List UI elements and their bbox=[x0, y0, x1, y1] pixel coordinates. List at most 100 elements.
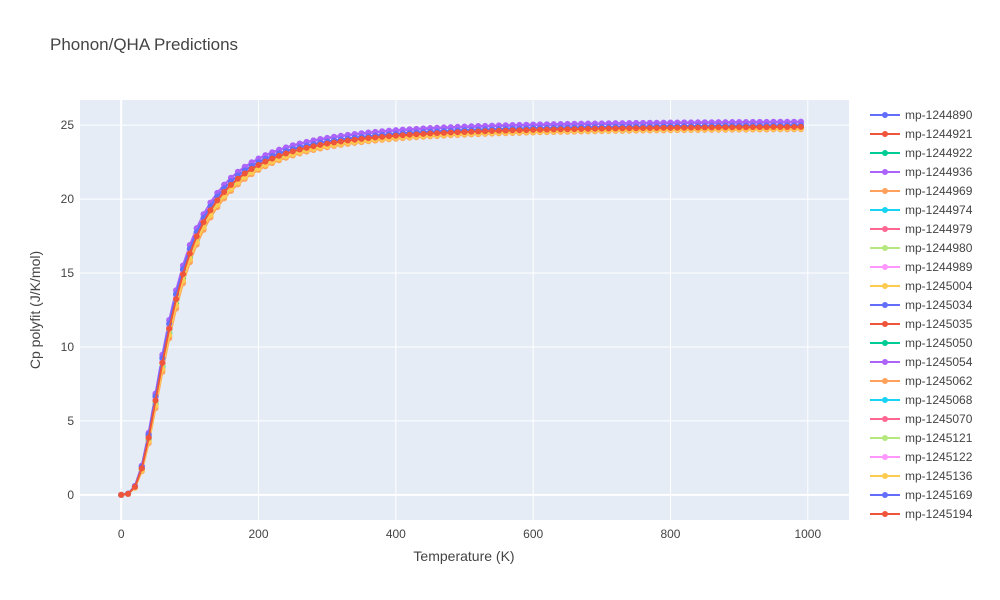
data-point[interactable] bbox=[612, 125, 619, 132]
data-point[interactable] bbox=[392, 132, 399, 139]
data-point[interactable] bbox=[276, 152, 283, 159]
data-point[interactable] bbox=[179, 271, 186, 278]
data-point[interactable] bbox=[282, 150, 289, 157]
data-point[interactable] bbox=[125, 490, 132, 497]
legend-item[interactable]: mp-1245068 bbox=[870, 393, 973, 407]
legend-item[interactable]: mp-1245062 bbox=[870, 374, 973, 388]
data-point[interactable] bbox=[646, 125, 653, 132]
data-point[interactable] bbox=[248, 165, 255, 172]
data-point[interactable] bbox=[145, 434, 152, 441]
legend-item[interactable]: mp-1244989 bbox=[870, 260, 973, 274]
data-point[interactable] bbox=[337, 138, 344, 145]
data-point[interactable] bbox=[365, 135, 372, 142]
data-point[interactable] bbox=[571, 126, 578, 133]
legend-item[interactable]: mp-1245194 bbox=[870, 507, 973, 521]
data-point[interactable] bbox=[502, 127, 509, 134]
data-point[interactable] bbox=[619, 125, 626, 132]
data-point[interactable] bbox=[331, 139, 338, 146]
data-point[interactable] bbox=[461, 128, 468, 135]
legend-item[interactable]: mp-1245136 bbox=[870, 469, 973, 483]
data-point[interactable] bbox=[777, 124, 784, 131]
legend-item[interactable]: mp-1245122 bbox=[870, 450, 973, 464]
data-point[interactable] bbox=[193, 233, 200, 240]
data-point[interactable] bbox=[255, 162, 262, 169]
data-point[interactable] bbox=[763, 124, 770, 131]
legend-item[interactable]: mp-1244922 bbox=[870, 146, 973, 160]
legend-item[interactable]: mp-1245034 bbox=[870, 298, 973, 312]
data-point[interactable] bbox=[234, 175, 241, 182]
data-point[interactable] bbox=[427, 130, 434, 137]
data-point[interactable] bbox=[262, 158, 269, 165]
legend-item[interactable]: mp-1245054 bbox=[870, 355, 973, 369]
data-point[interactable] bbox=[729, 124, 736, 131]
data-point[interactable] bbox=[379, 133, 386, 140]
data-point[interactable] bbox=[530, 126, 537, 133]
data-point[interactable] bbox=[413, 131, 420, 138]
data-point[interactable] bbox=[434, 130, 441, 137]
legend-item[interactable]: mp-1245121 bbox=[870, 431, 973, 445]
data-point[interactable] bbox=[303, 144, 310, 151]
data-point[interactable] bbox=[269, 155, 276, 162]
legend-item[interactable]: mp-1244979 bbox=[870, 222, 973, 236]
data-point[interactable] bbox=[708, 124, 715, 131]
data-point[interactable] bbox=[454, 129, 461, 136]
data-point[interactable] bbox=[221, 188, 228, 195]
data-point[interactable] bbox=[797, 123, 804, 130]
data-point[interactable] bbox=[324, 140, 331, 147]
legend-item[interactable]: mp-1244890 bbox=[870, 108, 973, 122]
data-point[interactable] bbox=[207, 207, 214, 214]
data-point[interactable] bbox=[557, 126, 564, 133]
data-point[interactable] bbox=[756, 124, 763, 131]
data-point[interactable] bbox=[344, 137, 351, 144]
data-point[interactable] bbox=[152, 397, 159, 404]
data-point[interactable] bbox=[701, 124, 708, 131]
data-point[interactable] bbox=[385, 133, 392, 140]
data-point[interactable] bbox=[722, 124, 729, 131]
data-point[interactable] bbox=[523, 127, 530, 134]
data-point[interactable] bbox=[660, 124, 667, 131]
data-point[interactable] bbox=[578, 125, 585, 132]
data-point[interactable] bbox=[598, 125, 605, 132]
data-point[interactable] bbox=[166, 325, 173, 332]
data-point[interactable] bbox=[289, 148, 296, 155]
data-point[interactable] bbox=[681, 124, 688, 131]
data-point[interactable] bbox=[351, 136, 358, 143]
data-point[interactable] bbox=[653, 124, 660, 131]
data-point[interactable] bbox=[694, 124, 701, 131]
data-point[interactable] bbox=[715, 124, 722, 131]
data-point[interactable] bbox=[509, 127, 516, 134]
data-point[interactable] bbox=[440, 129, 447, 136]
data-point[interactable] bbox=[447, 129, 454, 136]
data-point[interactable] bbox=[543, 126, 550, 133]
data-point[interactable] bbox=[200, 219, 207, 226]
data-point[interactable] bbox=[468, 128, 475, 135]
legend-item[interactable]: mp-1244980 bbox=[870, 241, 973, 255]
data-point[interactable] bbox=[784, 123, 791, 130]
legend-item[interactable]: mp-1245035 bbox=[870, 317, 973, 331]
data-point[interactable] bbox=[214, 197, 221, 204]
data-point[interactable] bbox=[131, 483, 138, 490]
data-point[interactable] bbox=[317, 141, 324, 148]
data-point[interactable] bbox=[564, 126, 571, 133]
legend-item[interactable]: mp-1244936 bbox=[870, 165, 973, 179]
legend-item[interactable]: mp-1245050 bbox=[870, 336, 973, 350]
data-point[interactable] bbox=[241, 170, 248, 177]
data-point[interactable] bbox=[791, 123, 798, 130]
data-point[interactable] bbox=[358, 135, 365, 142]
data-point[interactable] bbox=[159, 359, 166, 366]
data-point[interactable] bbox=[406, 131, 413, 138]
data-point[interactable] bbox=[550, 126, 557, 133]
data-point[interactable] bbox=[173, 296, 180, 303]
legend-item[interactable]: mp-1245169 bbox=[870, 488, 973, 502]
data-point[interactable] bbox=[591, 125, 598, 132]
data-point[interactable] bbox=[399, 132, 406, 139]
data-point[interactable] bbox=[633, 125, 640, 132]
data-point[interactable] bbox=[743, 124, 750, 131]
legend-item[interactable]: mp-1245070 bbox=[870, 412, 973, 426]
data-point[interactable] bbox=[495, 127, 502, 134]
data-point[interactable] bbox=[482, 128, 489, 135]
legend-item[interactable]: mp-1244969 bbox=[870, 184, 973, 198]
data-point[interactable] bbox=[585, 125, 592, 132]
series-mp-1245194[interactable] bbox=[118, 123, 804, 498]
data-point[interactable] bbox=[516, 127, 523, 134]
